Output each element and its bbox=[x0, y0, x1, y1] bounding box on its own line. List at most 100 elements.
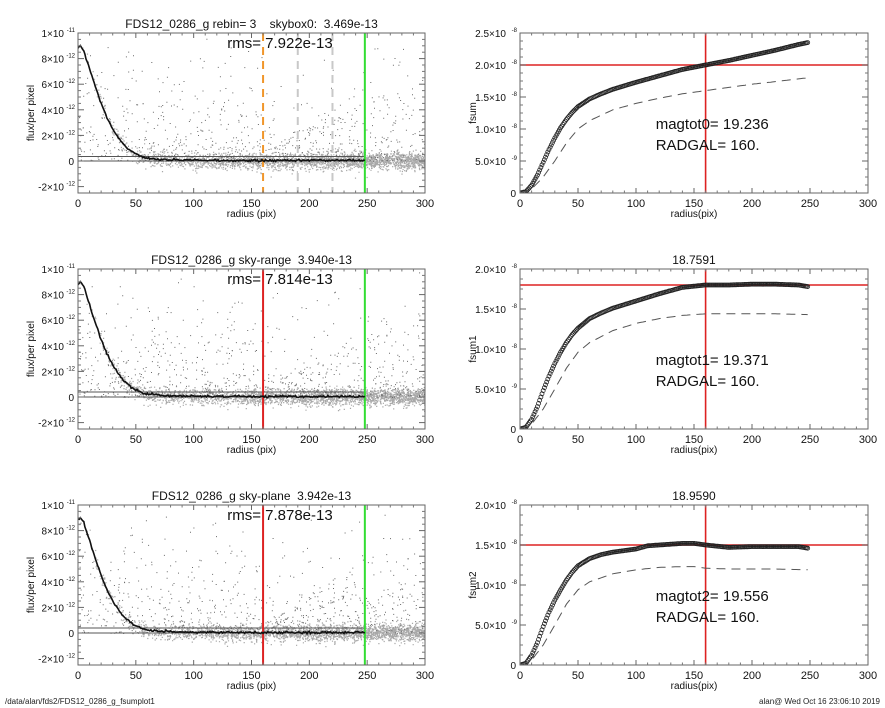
x-tick-label: 50 bbox=[572, 670, 584, 682]
y-tick-label: 6×10 bbox=[41, 80, 64, 91]
y-tick-exponent: -12 bbox=[66, 341, 75, 347]
timestamp-label: alan@ Wed Oct 16 23:06:10 2019 bbox=[759, 697, 880, 706]
y-tick-label: 2.0×10 bbox=[475, 501, 506, 512]
y-tick-exponent: -11 bbox=[67, 264, 76, 270]
y-axis-label: fsum bbox=[468, 102, 479, 124]
plot-frame bbox=[77, 268, 426, 430]
y-tick-label: 2.0×10 bbox=[475, 61, 506, 72]
y-tick-exponent: -9 bbox=[512, 156, 518, 162]
y-tick-exponent: -12 bbox=[66, 418, 75, 424]
y-tick-label: 2×10 bbox=[41, 367, 64, 378]
y-tick-label: 2×10 bbox=[41, 603, 64, 614]
plot-area bbox=[520, 269, 868, 429]
chart-profile2: rms= 7.878e-13 0 50 100 150 200 250 300 radius (… bbox=[26, 489, 434, 692]
x-tick-label: 200 bbox=[300, 670, 318, 682]
y-tick-exponent: -12 bbox=[66, 54, 75, 60]
chart-profile0: rms= 7.922e-13 0 50 100 150 200 250 300 radius (… bbox=[26, 17, 434, 220]
y-tick-label: 0 bbox=[68, 629, 74, 640]
magtot-annotation: magtot2= 19.556 bbox=[656, 588, 769, 605]
y-tick-label: -2×10 bbox=[38, 183, 64, 194]
x-tick-label: 100 bbox=[184, 198, 202, 210]
radgal-annotation: RADGAL= 160. bbox=[656, 137, 760, 154]
y-tick-label: 8×10 bbox=[41, 527, 64, 538]
y-tick-label: 2.0×10 bbox=[475, 265, 506, 276]
x-tick-label: 250 bbox=[801, 434, 819, 446]
x-tick-label: 50 bbox=[130, 198, 142, 210]
y-tick-label: 0 bbox=[68, 393, 74, 404]
rms-annotation: rms= 7.878e-13 bbox=[227, 507, 332, 524]
chart-fsum0: magtot0= 19.236 RADGAL= 160. 0 50 100 150 200 2… bbox=[468, 28, 877, 220]
y-tick-label: 1.5×10 bbox=[475, 93, 506, 104]
y-tick-exponent: -8 bbox=[512, 344, 518, 350]
y-tick-exponent: -12 bbox=[66, 182, 75, 188]
y-tick-label: 1.5×10 bbox=[475, 541, 506, 552]
y-tick-label: 4×10 bbox=[41, 578, 64, 589]
plot-area bbox=[520, 33, 868, 193]
y-tick-label: 1.0×10 bbox=[475, 125, 506, 136]
growth-curve-points bbox=[520, 40, 811, 193]
y-tick-label: 0 bbox=[510, 661, 516, 672]
x-tick-label: 300 bbox=[416, 198, 434, 210]
y-tick-exponent: -8 bbox=[512, 28, 518, 34]
radgal-annotation: RADGAL= 160. bbox=[656, 373, 760, 390]
y-tick-exponent: -12 bbox=[66, 130, 75, 136]
y-tick-label: 5.0×10 bbox=[475, 621, 506, 632]
y-axis-label: flux/per pixel bbox=[26, 557, 37, 613]
x-tick-label: 300 bbox=[416, 670, 434, 682]
y-tick-exponent: -12 bbox=[66, 551, 75, 557]
chart-profile1: rms= 7.814e-13 0 50 100 150 200 250 300 radius (… bbox=[26, 253, 434, 456]
y-tick-exponent: -12 bbox=[66, 315, 75, 321]
pixel-scatter bbox=[79, 511, 425, 648]
sky-subtracted-curve bbox=[520, 566, 808, 665]
y-tick-exponent: -8 bbox=[512, 500, 518, 506]
x-tick-label: 50 bbox=[572, 198, 584, 210]
y-tick-exponent: -8 bbox=[512, 92, 518, 98]
y-tick-exponent: -8 bbox=[512, 580, 518, 586]
x-tick-label: 300 bbox=[416, 434, 434, 446]
y-tick-exponent: -11 bbox=[67, 28, 76, 34]
x-tick-label: 150 bbox=[242, 198, 260, 210]
x-axis-label: radius (pix) bbox=[227, 445, 276, 456]
y-tick-exponent: -12 bbox=[66, 602, 75, 608]
y-tick-exponent: -12 bbox=[66, 654, 75, 660]
y-tick-label: 6×10 bbox=[41, 552, 64, 563]
y-axis-label: fsum2 bbox=[468, 571, 479, 599]
magtot-annotation: magtot1= 19.371 bbox=[656, 352, 769, 369]
chart-fsum2: magtot2= 19.556 RADGAL= 160. 0 50 100 150 200 2… bbox=[468, 489, 877, 692]
y-tick-exponent: -12 bbox=[66, 526, 75, 532]
y-tick-label: 5.0×10 bbox=[475, 157, 506, 168]
x-tick-label: 150 bbox=[685, 670, 703, 682]
y-tick-label: 2×10 bbox=[41, 131, 64, 142]
y-tick-label: 0 bbox=[510, 425, 516, 436]
y-tick-exponent: -8 bbox=[512, 124, 518, 130]
y-tick-label: 1.5×10 bbox=[475, 305, 506, 316]
y-tick-label: 8×10 bbox=[41, 55, 64, 66]
y-tick-label: 1×10 bbox=[41, 29, 64, 40]
chart-title: 18.7591 bbox=[672, 253, 716, 267]
y-tick-exponent: -12 bbox=[66, 577, 75, 583]
halo-scatter bbox=[78, 272, 425, 398]
radgal-annotation: RADGAL= 160. bbox=[656, 609, 760, 626]
x-tick-label: 150 bbox=[685, 434, 703, 446]
y-tick-label: 1×10 bbox=[41, 501, 64, 512]
x-tick-label: 0 bbox=[75, 434, 81, 446]
y-tick-label: 8×10 bbox=[41, 291, 64, 302]
y-tick-exponent: -11 bbox=[67, 500, 76, 506]
x-tick-label: 0 bbox=[517, 434, 523, 446]
chart-title: FDS12_0286_g rebin= 3 skybox0: 3.469e-13 bbox=[125, 17, 378, 31]
chart-title: FDS12_0286_g sky-plane 3.942e-13 bbox=[152, 489, 352, 503]
x-tick-label: 100 bbox=[627, 670, 645, 682]
growth-curve-points bbox=[520, 281, 811, 429]
x-tick-label: 0 bbox=[517, 670, 523, 682]
x-tick-label: 100 bbox=[627, 198, 645, 210]
x-tick-label: 200 bbox=[743, 670, 761, 682]
y-tick-exponent: -8 bbox=[512, 540, 518, 546]
y-tick-label: 4×10 bbox=[41, 106, 64, 117]
plot-area bbox=[520, 505, 868, 665]
y-axis-label: flux/per pixel bbox=[26, 85, 37, 141]
y-axis-label: flux/per pixel bbox=[26, 321, 37, 377]
rms-annotation: rms= 7.814e-13 bbox=[227, 271, 332, 288]
y-tick-label: 0 bbox=[510, 189, 516, 200]
x-tick-label: 200 bbox=[300, 198, 318, 210]
